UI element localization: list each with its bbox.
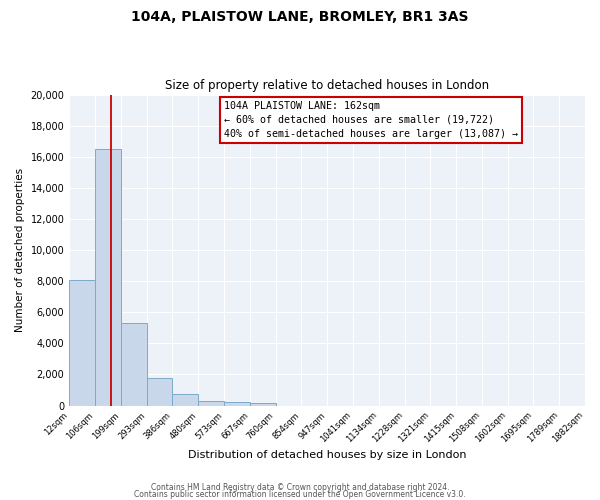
- Text: Contains HM Land Registry data © Crown copyright and database right 2024.: Contains HM Land Registry data © Crown c…: [151, 484, 449, 492]
- Title: Size of property relative to detached houses in London: Size of property relative to detached ho…: [165, 79, 489, 92]
- Y-axis label: Number of detached properties: Number of detached properties: [15, 168, 25, 332]
- Bar: [147, 378, 172, 406]
- Bar: [69, 280, 95, 406]
- Bar: [250, 403, 275, 406]
- Text: 104A PLAISTOW LANE: 162sqm
← 60% of detached houses are smaller (19,722)
40% of : 104A PLAISTOW LANE: 162sqm ← 60% of deta…: [224, 101, 518, 139]
- Bar: [95, 149, 121, 406]
- Bar: [172, 394, 199, 406]
- Text: Contains public sector information licensed under the Open Government Licence v3: Contains public sector information licen…: [134, 490, 466, 499]
- Bar: [121, 323, 147, 406]
- X-axis label: Distribution of detached houses by size in London: Distribution of detached houses by size …: [188, 450, 466, 460]
- Bar: [199, 401, 224, 406]
- Bar: [224, 402, 250, 406]
- Text: 104A, PLAISTOW LANE, BROMLEY, BR1 3AS: 104A, PLAISTOW LANE, BROMLEY, BR1 3AS: [131, 10, 469, 24]
